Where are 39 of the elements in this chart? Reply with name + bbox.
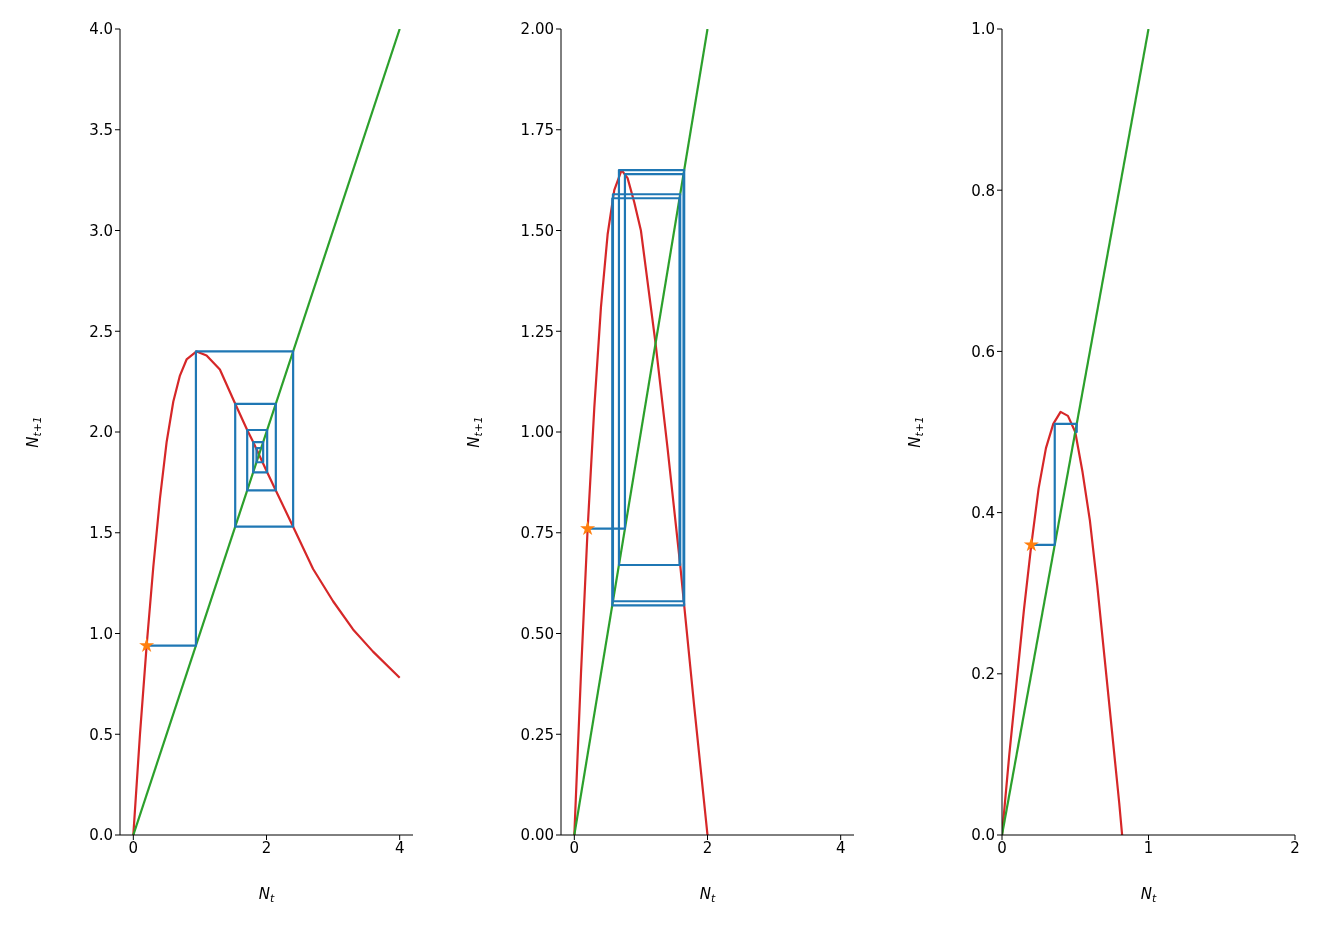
y-tick-label: 1.00 xyxy=(520,423,554,442)
y-tick-label: 1.75 xyxy=(520,121,554,140)
y-tick-label: 1.50 xyxy=(520,221,554,240)
y-tick-label: 0.5 xyxy=(89,725,113,744)
y-tick-label: 0.0 xyxy=(89,826,113,845)
y-tick-label: 1.25 xyxy=(520,322,554,341)
y-tick-label: 3.0 xyxy=(89,221,113,240)
y-tick-label: 0.4 xyxy=(971,503,995,522)
x-tick-label: 2 xyxy=(261,838,272,857)
x-tick-label: 0 xyxy=(997,838,1007,857)
x-axis-title: N$_{t}$ xyxy=(699,885,716,905)
x-tick-label: 2 xyxy=(1290,838,1300,857)
y-tick-label: 3.5 xyxy=(89,121,113,140)
y-tick-label: 4.0 xyxy=(89,20,113,39)
line-series xyxy=(573,168,709,835)
y-tick-label: 0.0 xyxy=(971,826,995,845)
x-axis-title: N$_{t}$ xyxy=(1140,885,1157,905)
y-tick-label: 0.25 xyxy=(520,725,554,744)
y-tick-label: 0.75 xyxy=(520,524,554,543)
y-tick-label: 0.2 xyxy=(971,665,995,684)
y-tick-label: 2.00 xyxy=(520,20,554,39)
x-tick-label: 0 xyxy=(569,838,580,857)
y-tick-label: 2.5 xyxy=(89,322,113,341)
y-tick-label: 2.0 xyxy=(89,423,113,442)
y-tick-label: 0.8 xyxy=(971,181,995,200)
x-axis-title: N$_{t}$ xyxy=(258,885,275,905)
x-tick-label: 4 xyxy=(394,838,405,857)
y-tick-label: 1.5 xyxy=(89,524,113,543)
line-series xyxy=(1002,410,1124,835)
y-tick-label: 1.0 xyxy=(971,20,995,39)
x-tick-label: 2 xyxy=(702,838,713,857)
y-tick-label: 0.00 xyxy=(520,826,554,845)
line-series xyxy=(132,350,401,835)
y-tick-label: 1.0 xyxy=(89,624,113,643)
x-tick-label: 0 xyxy=(128,838,139,857)
x-tick-label: 1 xyxy=(1143,838,1154,857)
x-tick-label: 4 xyxy=(835,838,846,857)
y-tick-label: 0.50 xyxy=(520,624,554,643)
y-tick-label: 0.6 xyxy=(971,342,995,361)
